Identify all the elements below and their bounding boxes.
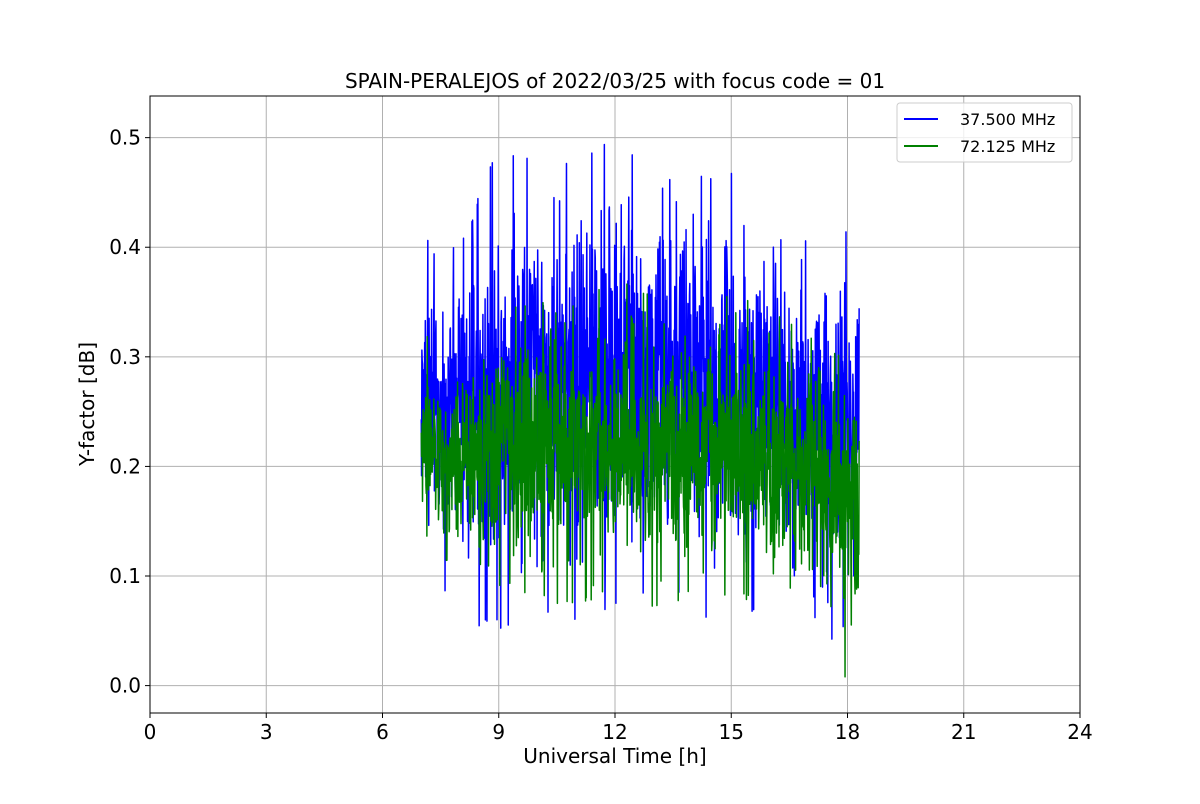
y-tick-label: 0.2 (109, 454, 141, 478)
y-tick-label: 0.4 (109, 235, 141, 259)
x-axis-label: Universal Time [h] (523, 744, 706, 768)
y-tick-label: 0.3 (109, 345, 141, 369)
x-tick-label: 15 (719, 720, 744, 744)
x-tick-label: 21 (951, 720, 976, 744)
x-tick-label: 18 (835, 720, 860, 744)
y-axis-label: Y-factor [dB] (75, 342, 99, 467)
legend: 37.500 MHz 72.125 MHz (896, 102, 1073, 163)
chart-title: SPAIN-PERALEJOS of 2022/03/25 with focus… (345, 69, 885, 93)
x-tick-label: 24 (1067, 720, 1092, 744)
series-layer (420, 143, 860, 678)
x-tick-label: 6 (376, 720, 389, 744)
legend-label-37500: 37.500 MHz (960, 110, 1055, 129)
y-tick-label: 0.0 (109, 674, 141, 698)
x-tick-label: 9 (492, 720, 505, 744)
y-tick-label: 0.5 (109, 126, 141, 150)
legend-box (896, 102, 1073, 163)
x-tick-label: 3 (260, 720, 273, 744)
y-tick-label: 0.1 (109, 564, 141, 588)
y-axis: 0.0 0.1 0.2 0.3 0.4 0.5 (109, 126, 150, 698)
x-axis: 0 3 6 9 12 15 18 21 24 (144, 713, 1093, 744)
series-line-72125 (420, 283, 860, 678)
x-tick-label: 12 (602, 720, 627, 744)
legend-label-72125: 72.125 MHz (960, 137, 1055, 156)
x-tick-label: 0 (144, 720, 157, 744)
